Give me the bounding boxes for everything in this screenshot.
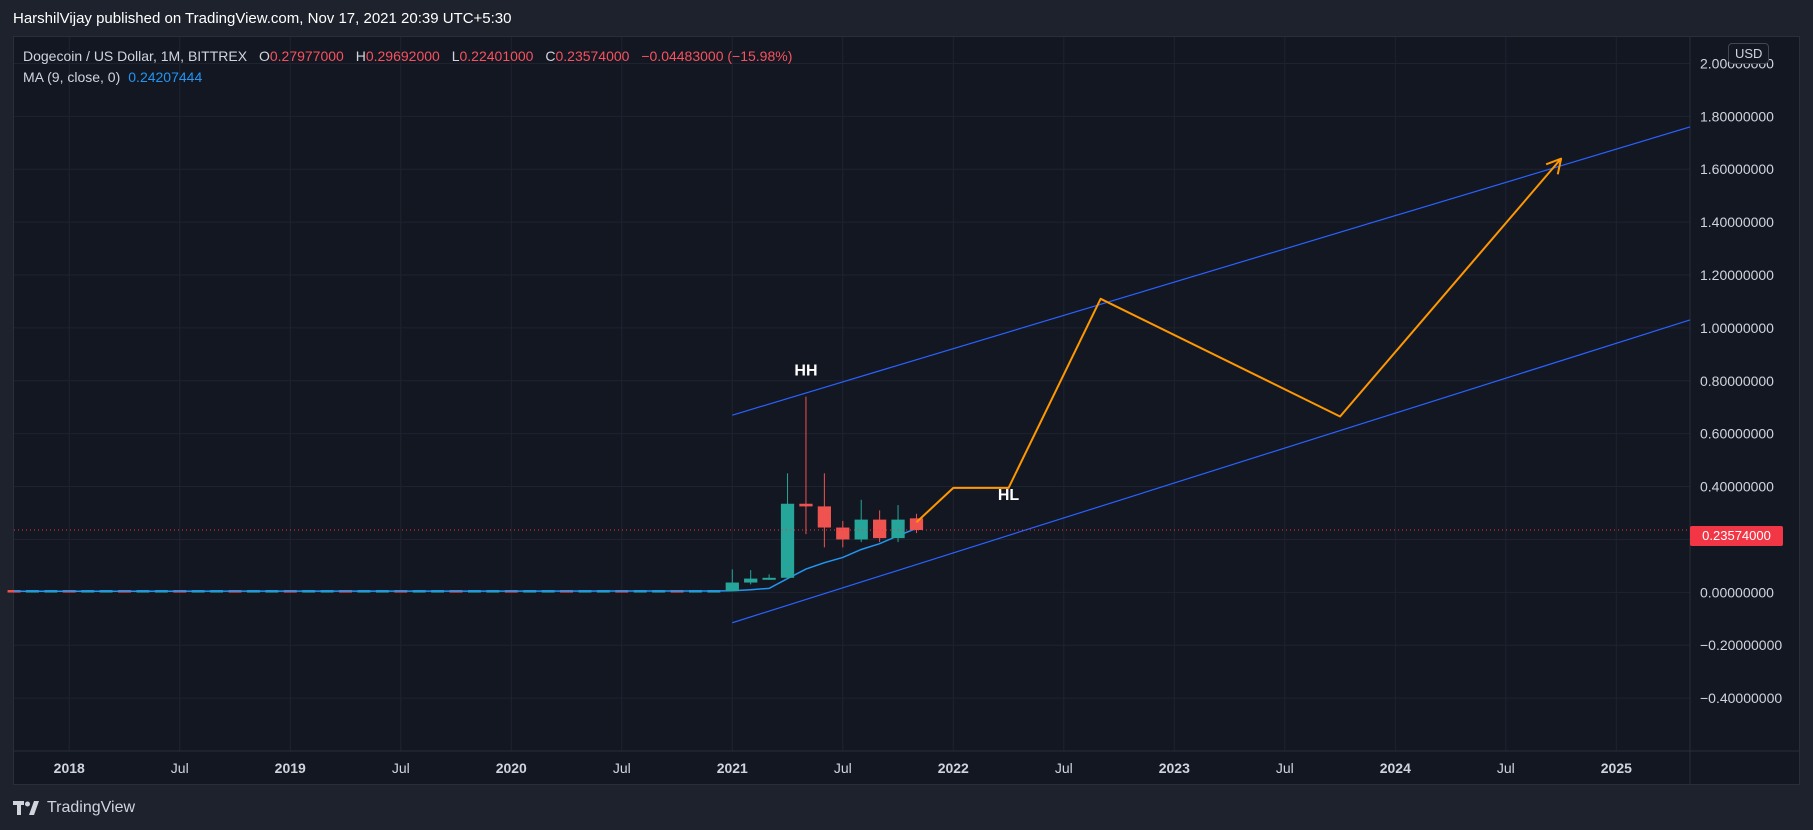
tradingview-brand[interactable]: TradingView [47, 799, 136, 816]
y-tick-label: 0.40000000 [1700, 479, 1774, 495]
close-label: C [545, 48, 556, 64]
x-tick-label: Jul [171, 760, 189, 776]
last-price-badge: 0.23574000 [1690, 526, 1783, 546]
publisher-info: HarshilVijay published on TradingView.co… [13, 10, 512, 27]
legend-ohlc-row: Dogecoin / US Dollar, 1M, BITTREX O0.279… [23, 46, 792, 67]
candlestick-chart[interactable]: −0.40000000−0.200000000.000000000.200000… [0, 0, 1813, 790]
x-tick-label: 2025 [1601, 760, 1632, 776]
candle-body [780, 503, 795, 578]
y-tick-label: 1.20000000 [1700, 267, 1774, 283]
annotation-label: HH [794, 362, 817, 379]
flat-candle [7, 590, 21, 593]
y-tick-label: 1.00000000 [1700, 320, 1774, 336]
channel-upper-line [732, 126, 1691, 416]
annotation-label: HL [998, 487, 1020, 504]
candle-body [909, 518, 924, 530]
tradingview-logo-icon [13, 801, 39, 815]
legend-ma-row: MA (9, close, 0) 0.24207444 [23, 67, 792, 88]
x-tick-label: Jul [834, 760, 852, 776]
projection-arrowhead [1545, 157, 1563, 175]
x-tick-label: Jul [1055, 760, 1073, 776]
currency-button[interactable]: USD [1728, 43, 1770, 64]
candle-body [725, 582, 739, 592]
change-value: −0.04483000 (−15.98%) [641, 48, 793, 64]
low-label: L [451, 48, 460, 64]
y-tick-label: −0.20000000 [1700, 637, 1782, 653]
x-tick-label: Jul [1276, 760, 1294, 776]
close-value: 0.23574000 [555, 48, 630, 64]
x-tick-label: 2021 [717, 760, 748, 776]
candle-body [744, 578, 758, 583]
x-tick-label: 2020 [496, 760, 527, 776]
x-tick-label: 2024 [1380, 760, 1411, 776]
x-tick-label: 2022 [938, 760, 969, 776]
channel-lower-line [732, 319, 1691, 624]
candle-body [891, 519, 905, 539]
open-label: O [258, 48, 270, 64]
candle-body [799, 503, 813, 507]
candle-body [836, 527, 850, 540]
y-tick-label: 1.60000000 [1700, 161, 1774, 177]
y-tick-label: 0.00000000 [1700, 584, 1774, 600]
y-tick-label: 1.40000000 [1700, 214, 1774, 230]
y-tick-label: 1.80000000 [1700, 108, 1774, 124]
y-tick-label: 0.80000000 [1700, 373, 1774, 389]
y-tick-label: 0.60000000 [1700, 426, 1774, 442]
high-value: 0.29692000 [365, 48, 440, 64]
chart-area[interactable] [13, 36, 1800, 785]
ma-indicator-value: 0.24207444 [128, 69, 203, 85]
candle-body [872, 519, 887, 539]
x-tick-label: Jul [1497, 760, 1515, 776]
footer: TradingView [13, 796, 135, 820]
x-tick-label: Jul [613, 760, 631, 776]
y-tick-label: −0.40000000 [1700, 690, 1782, 706]
low-value: 0.22401000 [459, 48, 534, 64]
high-label: H [355, 48, 366, 64]
projection-path [915, 157, 1562, 523]
symbol-title[interactable]: Dogecoin / US Dollar, 1M, BITTREX [23, 48, 248, 64]
ma-indicator-label[interactable]: MA (9, close, 0) [23, 69, 121, 85]
candle-body [762, 577, 776, 580]
candle-body [817, 506, 832, 528]
top-bar: HarshilVijay published on TradingView.co… [0, 0, 1813, 36]
x-tick-label: 2018 [54, 760, 85, 776]
chart-legend: Dogecoin / US Dollar, 1M, BITTREX O0.279… [23, 46, 792, 88]
x-tick-label: 2019 [275, 760, 306, 776]
x-tick-label: Jul [392, 760, 410, 776]
candle-body [854, 519, 868, 540]
open-value: 0.27977000 [269, 48, 344, 64]
x-tick-label: 2023 [1159, 760, 1190, 776]
